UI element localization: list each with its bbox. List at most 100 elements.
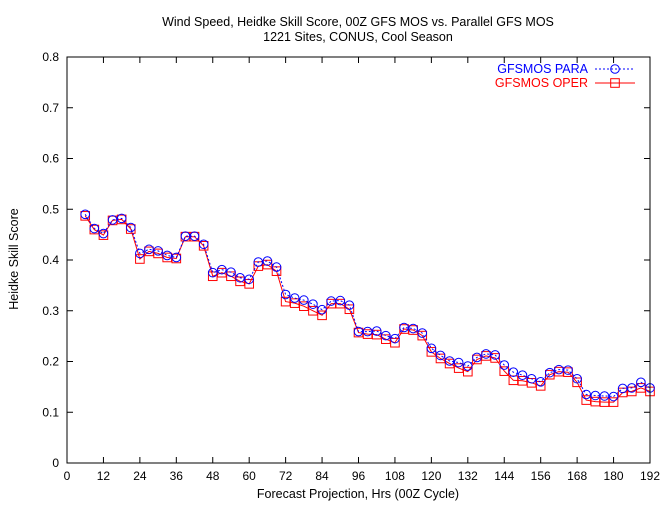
series-point-oper bbox=[308, 305, 318, 316]
series-point-para bbox=[554, 364, 564, 375]
series-point-para bbox=[335, 295, 346, 306]
series-point-oper bbox=[626, 386, 637, 397]
series-point-oper bbox=[572, 377, 582, 388]
series-point-para bbox=[189, 231, 200, 241]
series-point-para bbox=[171, 252, 182, 263]
series-point-para bbox=[371, 326, 382, 336]
legend-marker-para bbox=[610, 64, 620, 74]
series-point-para bbox=[544, 367, 555, 378]
series-point-para bbox=[262, 256, 273, 266]
series-point-para bbox=[617, 383, 628, 394]
series-point-para bbox=[135, 248, 145, 259]
series-point-oper bbox=[235, 276, 245, 287]
series-point-para bbox=[362, 326, 373, 337]
y-tick-label: 0.8 bbox=[42, 50, 59, 64]
x-tick-label: 48 bbox=[206, 469, 220, 483]
series-point-para bbox=[317, 304, 327, 315]
series-point-para bbox=[326, 296, 336, 306]
x-tick-label: 12 bbox=[97, 469, 111, 483]
series-point-para bbox=[162, 250, 173, 261]
plot-frame bbox=[66, 56, 651, 464]
series-point-para bbox=[508, 367, 519, 377]
series-point-para bbox=[435, 350, 446, 361]
series-point-para bbox=[226, 267, 236, 277]
legend: GFSMOS PARA GFSMOS OPER bbox=[495, 62, 635, 90]
series-point-para bbox=[526, 373, 537, 384]
legend-marker-oper bbox=[610, 78, 620, 88]
series-point-para bbox=[399, 322, 409, 333]
series-point-para bbox=[417, 328, 428, 338]
series-point-oper bbox=[371, 329, 382, 340]
x-tick-label: 24 bbox=[133, 469, 147, 483]
series-point-para bbox=[271, 262, 282, 272]
x-tick-label: 144 bbox=[494, 469, 514, 483]
x-tick-label: 120 bbox=[421, 469, 441, 483]
series-point-para bbox=[299, 295, 309, 305]
series-point-para bbox=[289, 293, 300, 303]
series-point-oper bbox=[326, 298, 336, 309]
y-tick-label: 0.5 bbox=[42, 202, 59, 216]
series-point-para bbox=[89, 223, 100, 234]
series-point-oper bbox=[636, 383, 646, 393]
y-tick-label: 0.7 bbox=[42, 101, 59, 115]
series-point-oper bbox=[590, 396, 601, 407]
series-point-oper bbox=[417, 330, 428, 341]
series-point-oper bbox=[335, 298, 346, 309]
legend-label-para: GFSMOS PARA bbox=[497, 62, 588, 76]
chart-title: Wind Speed, Heidke Skill Score, 00Z GFS … bbox=[162, 15, 554, 29]
series-line-oper bbox=[84, 215, 651, 403]
series-point-oper bbox=[499, 366, 510, 376]
y-tick-label: 0.6 bbox=[42, 152, 59, 166]
x-tick-label: 168 bbox=[567, 469, 587, 483]
x-tick-label: 60 bbox=[243, 469, 257, 483]
y-axis-label: Heidke Skill Score bbox=[7, 208, 21, 309]
series-point-para bbox=[499, 360, 510, 370]
series-point-oper bbox=[280, 296, 291, 307]
series-point-para bbox=[636, 377, 646, 388]
series-point-para bbox=[472, 352, 482, 363]
series-point-para bbox=[125, 222, 136, 233]
series-point-para bbox=[444, 356, 455, 366]
series-point-oper bbox=[490, 353, 500, 363]
series-point-para bbox=[481, 349, 491, 359]
series-point-para bbox=[280, 289, 291, 300]
y-tick-label: 0.1 bbox=[42, 405, 59, 419]
series-point-para bbox=[390, 333, 400, 344]
series-point-para bbox=[308, 299, 318, 309]
series-point-para bbox=[144, 244, 154, 255]
series-point-oper bbox=[453, 363, 464, 373]
series-point-para bbox=[426, 343, 437, 354]
series-point-oper bbox=[463, 366, 473, 377]
x-tick-label: 108 bbox=[385, 469, 405, 483]
x-tick-label: 0 bbox=[64, 469, 71, 483]
legend-label-oper: GFSMOS OPER bbox=[495, 76, 588, 90]
x-tick-label: 96 bbox=[352, 469, 366, 483]
series-point-para bbox=[572, 373, 582, 384]
y-tick-label: 0.4 bbox=[42, 253, 59, 267]
series-point-para bbox=[626, 383, 637, 393]
series-point-oper bbox=[362, 329, 373, 339]
series-point-para bbox=[453, 357, 464, 368]
plot-series bbox=[80, 209, 655, 407]
series-point-para bbox=[608, 391, 619, 402]
y-tick-label: 0.3 bbox=[42, 304, 59, 318]
series-point-oper bbox=[135, 254, 145, 264]
series-point-para bbox=[107, 215, 118, 225]
series-point-oper bbox=[317, 310, 327, 321]
x-tick-label: 84 bbox=[315, 469, 329, 483]
series-point-oper bbox=[289, 298, 300, 308]
series-point-para bbox=[80, 209, 91, 220]
series-point-oper bbox=[299, 301, 309, 311]
series-point-para bbox=[535, 377, 546, 387]
series-point-oper bbox=[581, 395, 592, 405]
series-point-oper bbox=[599, 397, 610, 407]
series-point-oper bbox=[381, 334, 391, 344]
series-point-para bbox=[408, 323, 418, 334]
x-tick-label: 180 bbox=[604, 469, 624, 483]
series-point-para bbox=[180, 231, 191, 241]
series-point-para bbox=[381, 330, 391, 341]
series-point-para bbox=[217, 264, 227, 275]
series-point-oper bbox=[517, 375, 528, 386]
x-axis-label: Forecast Projection, Hrs (00Z Cycle) bbox=[257, 487, 459, 501]
series-point-para bbox=[198, 239, 209, 250]
